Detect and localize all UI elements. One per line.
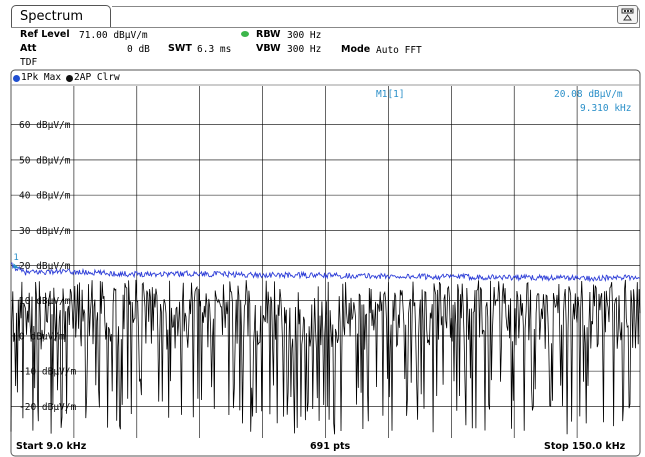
trace2-dot-icon bbox=[66, 75, 73, 82]
display-config-icon bbox=[621, 8, 634, 21]
marker-group: 1 bbox=[13, 253, 20, 269]
mode-value: Auto FFT bbox=[376, 45, 422, 56]
mode-label: Mode bbox=[341, 44, 371, 55]
series-line-2 bbox=[10, 279, 641, 435]
y-tick-label: 10 dBµV/m bbox=[19, 296, 71, 307]
vbw-value: 300 Hz bbox=[287, 44, 322, 55]
rbw-label: RBW bbox=[256, 29, 281, 40]
trace-legend: 1Pk Max 2AP Clrw bbox=[11, 71, 640, 86]
tab-title: Spectrum bbox=[20, 9, 83, 24]
y-tick-label: 50 dBµV/m bbox=[19, 155, 71, 166]
ref-level-label: Ref Level bbox=[20, 29, 70, 40]
y-tick-label: -10 dBµV/m bbox=[19, 367, 76, 378]
grid bbox=[11, 86, 640, 438]
trace2-label: 2AP Clrw bbox=[74, 72, 120, 83]
att-value: 0 dB bbox=[127, 44, 150, 55]
tdf-label: TDF bbox=[20, 57, 38, 68]
tab-spectrum[interactable]: Spectrum bbox=[11, 5, 111, 28]
y-tick-label: 30 dBµV/m bbox=[19, 226, 71, 237]
marker-name: M1[1] bbox=[376, 89, 405, 100]
header-divider bbox=[11, 27, 640, 28]
sweep-points: 691 pts bbox=[310, 441, 351, 452]
series-group bbox=[10, 262, 641, 435]
y-tick-label: 60 dBµV/m bbox=[19, 120, 71, 131]
att-label: Att bbox=[20, 43, 37, 54]
series-line-1 bbox=[10, 262, 641, 283]
trace1-dot-icon bbox=[13, 75, 20, 82]
rbw-value: 300 Hz bbox=[287, 30, 322, 41]
y-tick-label: 20 dBµV/m bbox=[19, 261, 71, 272]
y-tick-label: -20 dBµV/m bbox=[19, 402, 76, 413]
trace1-label: 1Pk Max bbox=[21, 72, 62, 83]
ref-level-value: 71.00 dBµV/m bbox=[79, 30, 148, 41]
swt-value: 6.3 ms bbox=[197, 44, 232, 55]
y-tick-label: 40 dBµV/m bbox=[19, 191, 71, 202]
start-frequency: Start 9.0 kHz bbox=[16, 441, 87, 452]
marker-number: 1 bbox=[13, 253, 18, 263]
stop-frequency: Stop 150.0 kHz bbox=[544, 441, 626, 452]
marker-triangle-icon bbox=[13, 263, 20, 269]
marker-level: 20.08 dBµV/m bbox=[554, 89, 623, 100]
rbw-status-led-icon bbox=[241, 31, 249, 37]
marker-frequency: 9.310 kHz bbox=[580, 103, 632, 114]
vbw-label: VBW bbox=[256, 43, 281, 54]
y-axis-tick-labels: 60 dBµV/m 50 dBµV/m 40 dBµV/m 30 dBµV/m 20 d… bbox=[19, 120, 76, 413]
swt-label: SWT bbox=[168, 43, 192, 54]
footer-bar: Start 9.0 kHz 691 pts Stop 150.0 kHz bbox=[13, 441, 638, 455]
display-config-button[interactable] bbox=[617, 5, 638, 24]
window-frame bbox=[112, 6, 640, 27]
